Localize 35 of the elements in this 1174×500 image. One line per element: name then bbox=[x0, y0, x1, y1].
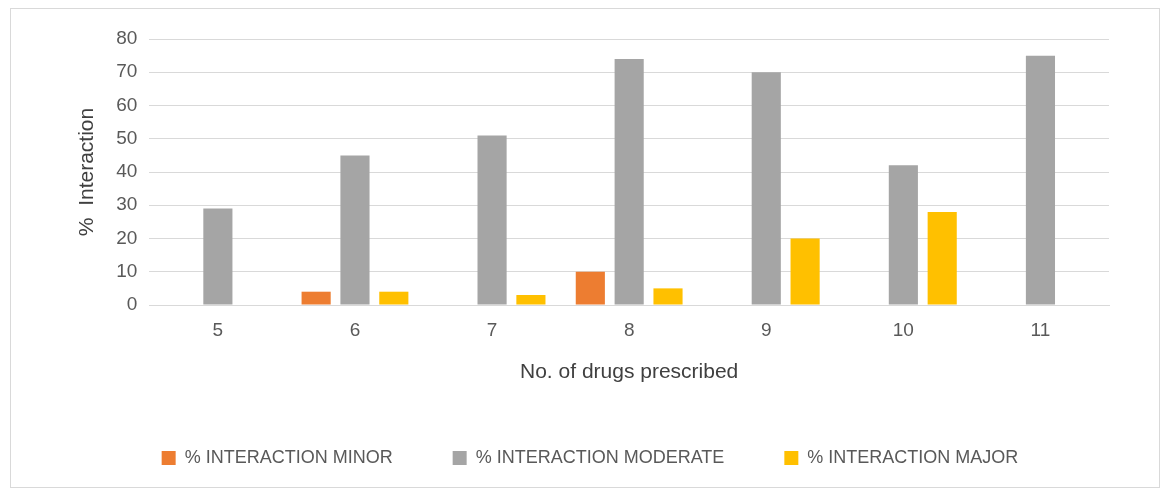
y-tick-label: 20 bbox=[116, 226, 138, 248]
y-tick-label: 80 bbox=[116, 27, 138, 49]
x-tick-label: 6 bbox=[349, 318, 361, 340]
bar bbox=[888, 165, 918, 305]
bar bbox=[927, 211, 957, 305]
bar bbox=[575, 271, 605, 305]
y-tick-label: 30 bbox=[116, 193, 138, 215]
bar bbox=[653, 288, 683, 305]
x-tick-label: 5 bbox=[212, 318, 224, 340]
x-tick-label: 7 bbox=[486, 318, 498, 340]
bar bbox=[516, 295, 546, 305]
y-tick-label: 50 bbox=[116, 126, 138, 148]
y-tick-label: 40 bbox=[116, 160, 138, 182]
bar bbox=[340, 155, 370, 305]
y-axis-title: % Interaction bbox=[74, 107, 98, 237]
x-tick-label: 11 bbox=[1030, 318, 1051, 340]
legend-label: % INTERACTION MINOR bbox=[184, 446, 393, 467]
bar bbox=[751, 72, 781, 305]
y-tick-label: 70 bbox=[116, 60, 138, 82]
bar bbox=[1025, 55, 1056, 305]
x-tick-label: 10 bbox=[892, 318, 914, 340]
bar bbox=[790, 238, 820, 305]
x-axis-title: No. of drugs prescribed bbox=[520, 359, 739, 383]
bar bbox=[477, 135, 507, 305]
y-tick-label: 0 bbox=[126, 293, 138, 315]
y-tick-label: 10 bbox=[116, 259, 138, 281]
x-tick-label: 9 bbox=[760, 318, 772, 340]
bar bbox=[379, 291, 409, 305]
legend-label: % INTERACTION MAJOR bbox=[807, 446, 1019, 467]
legend-label: % INTERACTION MODERATE bbox=[475, 446, 725, 467]
bar bbox=[301, 291, 331, 305]
bar bbox=[614, 58, 644, 305]
x-tick-label: 8 bbox=[623, 318, 635, 340]
bar bbox=[203, 208, 233, 305]
y-tick-label: 60 bbox=[116, 93, 138, 115]
